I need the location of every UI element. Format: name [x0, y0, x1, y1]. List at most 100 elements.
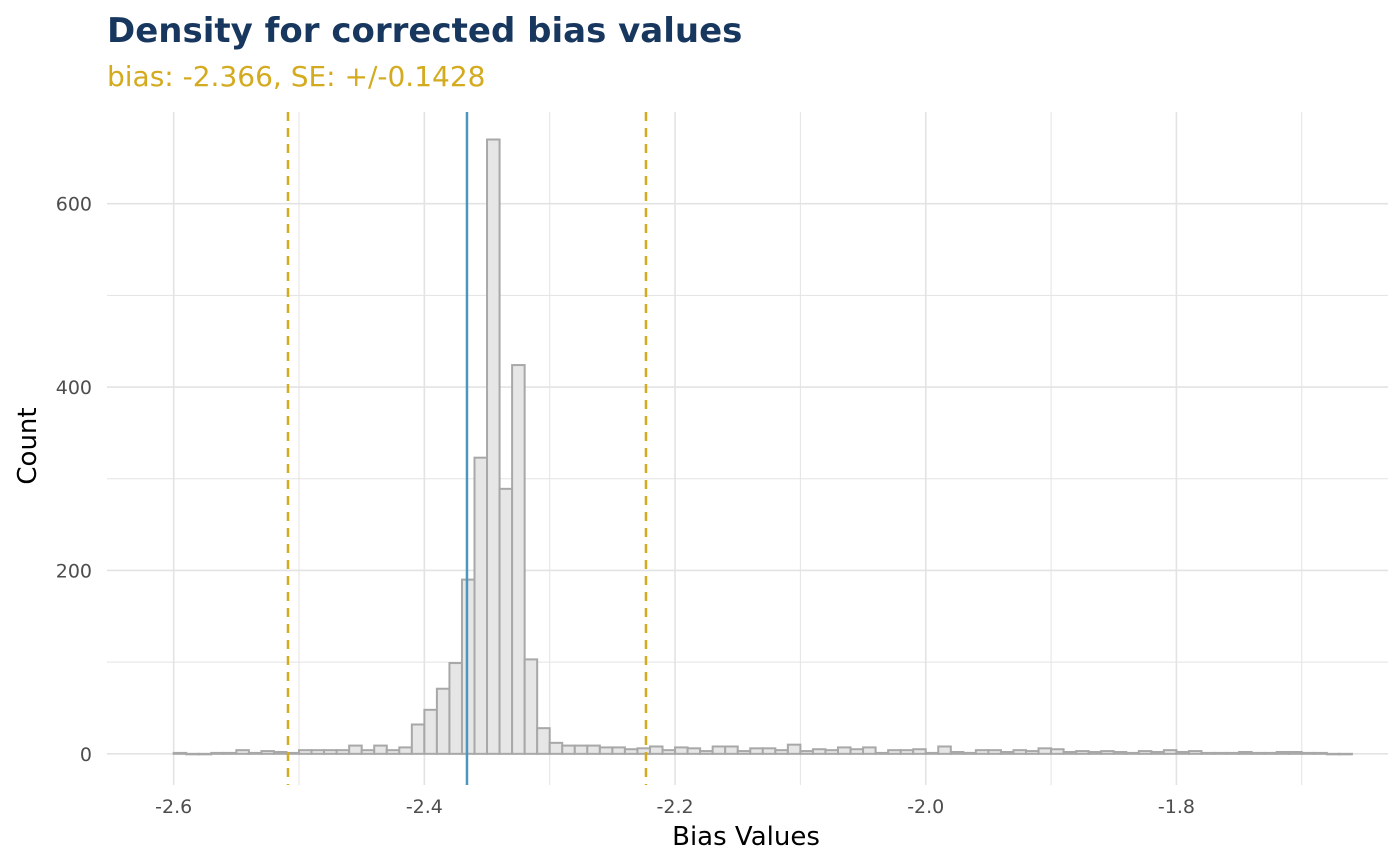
histogram-bar — [310, 749, 326, 755]
histogram-bar — [423, 708, 438, 755]
histogram-bar — [1087, 750, 1103, 755]
histogram-bar — [636, 747, 651, 755]
histogram-bar — [1137, 750, 1153, 755]
histogram-bar — [235, 749, 250, 755]
histogram-bar — [987, 749, 1002, 755]
histogram-bar — [899, 749, 915, 755]
histogram-bar — [172, 751, 188, 755]
histogram-bar — [1250, 751, 1266, 755]
x-axis-label: Bias Values — [672, 822, 820, 852]
histogram-bar — [686, 747, 702, 755]
x-tick-label: -2.2 — [657, 796, 694, 818]
histogram-bar — [373, 744, 388, 755]
histogram-bar — [498, 487, 514, 755]
histogram-bar — [1175, 750, 1190, 755]
x-tick-label: -2.0 — [907, 796, 944, 818]
histogram-bar — [962, 751, 977, 755]
chart-title: Density for corrected bias values — [107, 11, 742, 51]
histogram-bar — [1075, 750, 1090, 755]
histogram-bar — [1025, 750, 1040, 755]
histogram-bar — [536, 727, 551, 755]
histogram-bar — [486, 138, 501, 755]
histogram-bar — [611, 746, 626, 755]
histogram-bar — [548, 741, 564, 755]
histogram-bar — [511, 364, 526, 755]
histogram-bar — [1100, 750, 1115, 755]
histogram-bar — [1288, 750, 1303, 755]
histogram-bar — [786, 743, 802, 755]
histogram-bar — [185, 752, 200, 756]
histogram-bar — [1213, 751, 1228, 755]
histogram-bar — [1325, 752, 1341, 756]
histogram-bar — [335, 749, 351, 755]
histogram-bar — [836, 746, 852, 755]
axes: 0 200 400 600 -2.6 -2.4 -2.2 -2.0 -1.8 — [56, 194, 1195, 818]
histogram-bar — [1187, 750, 1203, 755]
y-tick-label: 400 — [56, 377, 92, 399]
histogram-bar — [222, 751, 238, 755]
histogram-bar — [1275, 750, 1291, 755]
histogram-bar — [1238, 750, 1253, 755]
y-tick-label: 600 — [56, 194, 92, 216]
histogram-bar — [824, 749, 839, 755]
histogram-bar — [1313, 751, 1328, 755]
histogram-bar — [711, 745, 727, 755]
histogram-bar — [1338, 752, 1353, 756]
histogram-bar — [435, 687, 451, 755]
histogram-bar — [197, 752, 213, 756]
histogram-bars — [172, 138, 1353, 756]
x-tick-label: -2.4 — [406, 796, 443, 818]
histogram-bar — [1225, 751, 1241, 755]
histogram-bar — [298, 749, 313, 755]
y-tick-label: 200 — [56, 560, 92, 582]
histogram-bar — [1162, 749, 1178, 755]
histogram-bar — [648, 745, 664, 755]
histogram-bar — [323, 749, 338, 755]
histogram-bar — [924, 751, 940, 755]
histogram-bar — [448, 662, 463, 755]
histogram-bar — [887, 749, 902, 755]
histogram-bar — [1037, 747, 1053, 755]
histogram-bar — [1050, 748, 1065, 755]
histogram-bar — [974, 749, 990, 755]
histogram-bar — [799, 750, 814, 755]
histogram-bar — [1200, 751, 1216, 755]
histogram-bar — [473, 456, 489, 755]
y-axis-label: Count — [13, 407, 43, 484]
histogram-bar — [1150, 750, 1165, 755]
histogram-bar — [1012, 749, 1028, 755]
x-tick-label: -1.8 — [1158, 796, 1195, 818]
chart-subtitle: bias: -2.366, SE: +/-0.1428 — [107, 60, 485, 93]
histogram-bar — [272, 750, 288, 755]
histogram-bar — [586, 744, 601, 755]
histogram-bar — [1300, 751, 1316, 755]
histogram-bar — [774, 749, 789, 755]
histogram-bar — [937, 745, 952, 755]
histogram-bar — [348, 744, 363, 755]
histogram-bar — [573, 744, 589, 755]
histogram-bar — [247, 751, 263, 755]
histogram-bar — [1263, 751, 1278, 755]
histogram-bar — [1062, 750, 1078, 755]
histogram-bar — [398, 746, 413, 755]
reference-lines — [286, 112, 648, 785]
histogram-bar — [385, 749, 401, 755]
histogram-bar — [623, 748, 639, 755]
histogram-bar — [598, 746, 614, 755]
histogram-bar — [1112, 750, 1128, 755]
histogram-bar — [410, 723, 426, 755]
histogram-bar — [699, 750, 714, 755]
y-tick-label: 0 — [80, 744, 92, 766]
histogram-bar — [912, 748, 927, 755]
histogram-bar — [724, 745, 739, 755]
histogram-bar — [561, 744, 576, 755]
histogram-bar — [874, 751, 890, 755]
histogram-bar — [862, 746, 877, 755]
histogram-bar — [849, 748, 865, 755]
histogram-bar — [1125, 751, 1140, 755]
histogram-bar — [260, 750, 275, 755]
histogram-bar — [460, 578, 476, 755]
histogram-bar — [749, 747, 764, 755]
histogram-bar — [811, 748, 827, 755]
